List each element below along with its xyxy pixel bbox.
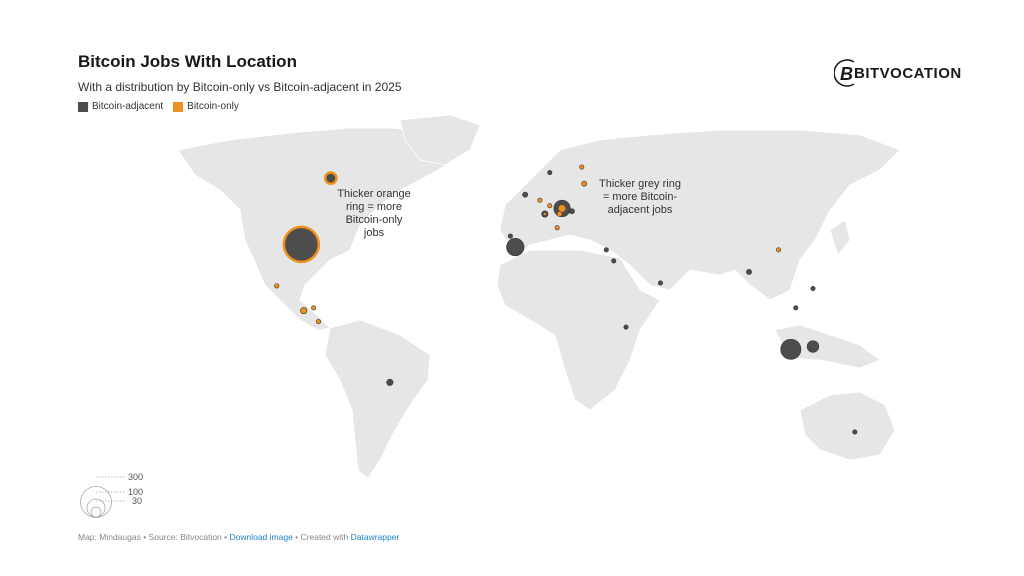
size-legend: 300 100 30 (80, 472, 143, 518)
annotation-line: Thicker orange (337, 188, 411, 200)
size-circle-300 (80, 486, 112, 518)
symbol-honduras[interactable] (311, 305, 317, 311)
land-shapes (177, 114, 901, 479)
logo-text: BITVOCATION (854, 64, 962, 82)
size-label-30: 30 (132, 496, 142, 506)
symbol-france[interactable] (543, 212, 547, 216)
size-circle-100 (86, 498, 106, 518)
greenland (399, 114, 481, 166)
download-image-link[interactable]: Download image (229, 532, 293, 542)
legend-item-only: Bitcoin-only (173, 101, 239, 112)
separator: • (140, 532, 149, 542)
australia (799, 391, 896, 461)
symbol-israel[interactable] (611, 258, 617, 264)
symbol-ethiopia[interactable] (623, 324, 629, 330)
symbol-costa-rica[interactable] (316, 319, 322, 325)
annotation-line: Bitcoin-only (345, 214, 403, 226)
symbol-singapore[interactable] (780, 338, 802, 360)
symbol-norway[interactable] (547, 170, 553, 176)
size-circle-30 (90, 506, 102, 518)
color-legend: Bitcoin-adjacent Bitcoin-only (78, 101, 239, 112)
symbol-finland[interactable] (579, 164, 585, 170)
south-america (324, 319, 431, 479)
legend-swatch (173, 101, 184, 112)
symbol-united-kingdom[interactable] (522, 191, 529, 198)
bitvocation-logo: B BITVOCATION (834, 58, 962, 88)
symbol-indonesia[interactable] (806, 340, 820, 353)
africa (496, 249, 661, 411)
symbol-spain[interactable] (507, 233, 513, 239)
footer: Map: Mindaugas • Source: Bitvocation • D… (78, 532, 399, 542)
southeast-asia (774, 324, 881, 369)
bitcoin-b-icon: B (834, 59, 855, 87)
symbol-guatemala[interactable] (300, 307, 308, 315)
symbol-estonia[interactable] (581, 180, 588, 187)
annotation-line: Thicker grey ring (599, 178, 681, 190)
japan (829, 219, 851, 256)
symbol-czechia[interactable] (568, 208, 575, 215)
page-subtitle: With a distribution by Bitcoin-only vs B… (78, 80, 402, 94)
symbol-mexico[interactable] (274, 283, 280, 289)
annotation-orange: Thicker orange ring = more Bitcoin-only … (332, 188, 416, 240)
symbol-brazil[interactable] (386, 378, 394, 386)
symbol-portugal[interactable] (506, 238, 525, 257)
footer-source: Source: Bitvocation (148, 532, 222, 542)
legend-label: Bitcoin-only (187, 101, 239, 112)
symbol-china[interactable] (776, 247, 782, 253)
symbol-netherlands[interactable] (537, 197, 543, 203)
datawrapper-link[interactable]: Datawrapper (350, 532, 400, 542)
symbol-australia[interactable] (852, 429, 858, 435)
legend-swatch (78, 101, 88, 112)
eurasia (499, 129, 901, 301)
annotation-line: ring = more (346, 201, 402, 213)
symbol-philippines[interactable] (810, 286, 816, 292)
symbol-layer (274, 164, 858, 435)
separator: • (221, 532, 230, 542)
symbol-switzerland[interactable] (556, 211, 563, 217)
annotation-line: jobs (363, 227, 385, 239)
symbol-germany[interactable] (558, 204, 566, 213)
svg-text:B: B (840, 64, 853, 84)
annotation-line: = more Bitcoin- (602, 191, 678, 203)
symbol-vietnam[interactable] (793, 305, 799, 311)
legend-item-adjacent: Bitcoin-adjacent (78, 101, 163, 112)
footer-map-credit: Map: Mindaugas (78, 532, 141, 542)
symbol-india[interactable] (746, 269, 752, 275)
size-label-100: 100 (128, 487, 143, 497)
symbol-canada[interactable] (323, 171, 338, 186)
annotation-grey: Thicker grey ring = more Bitcoin- adjace… (590, 178, 690, 217)
symbol-cyprus[interactable] (603, 247, 609, 253)
separator: • (292, 532, 301, 542)
symbol-italy[interactable] (554, 225, 560, 231)
footer-created: Created with (300, 532, 349, 542)
legend-label: Bitcoin-adjacent (92, 101, 164, 112)
page-title: Bitcoin Jobs With Location (78, 52, 297, 71)
symbol-united-states[interactable] (282, 225, 321, 264)
size-label-300: 300 (128, 472, 143, 482)
annotation-line: adjacent jobs (607, 204, 673, 216)
symbol-germany-north[interactable] (547, 203, 553, 209)
symbol-uae[interactable] (657, 280, 663, 286)
